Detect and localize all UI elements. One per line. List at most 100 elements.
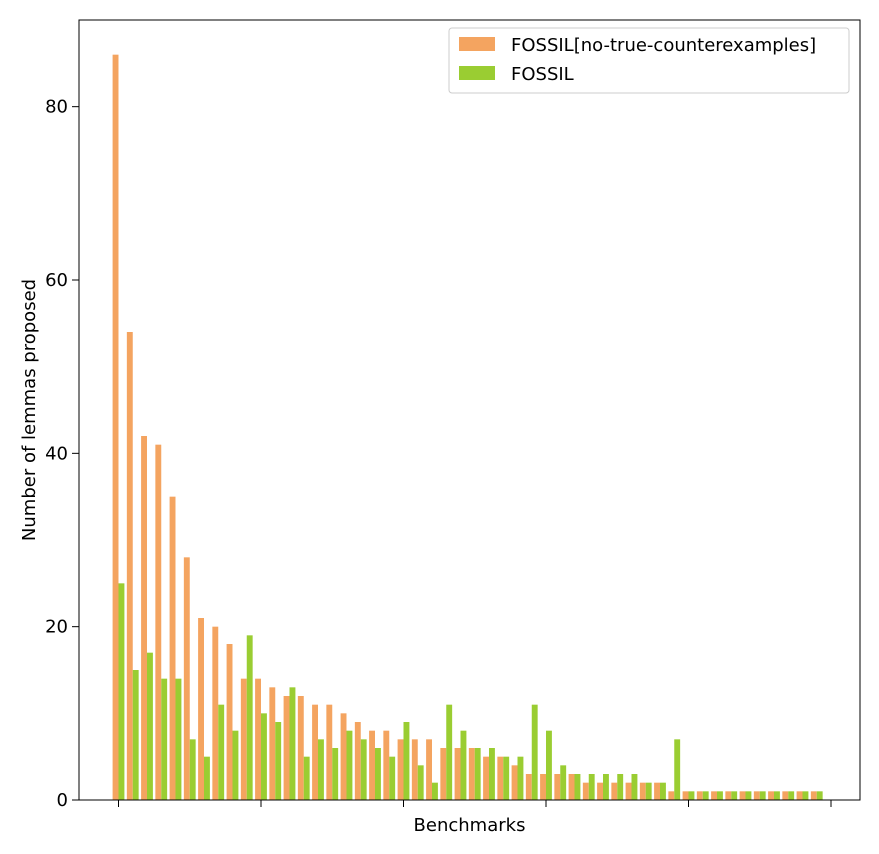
bar-series0-47: [782, 791, 789, 800]
bar-series0-34: [597, 782, 603, 800]
bar-series0-35: [611, 782, 618, 800]
bar-series0-13: [297, 696, 304, 800]
x-axis-ticks: [118, 800, 832, 807]
bar-series0-48: [796, 791, 803, 800]
bar-series0-25: [468, 748, 475, 800]
bar-series1-11: [275, 722, 282, 800]
bar-series0-10: [255, 678, 261, 800]
bar-series1-36: [631, 774, 638, 800]
bar-series0-15: [326, 704, 333, 800]
bar-series1-23: [446, 704, 453, 800]
bar-series0-31: [554, 774, 561, 800]
legend-swatch-fossil: [459, 66, 495, 80]
bar-series0-41: [696, 791, 703, 800]
bar-series0-11: [269, 687, 276, 800]
legend-box: [448, 27, 850, 94]
y-axis-ticks: 0 20 40 60 80: [45, 97, 79, 811]
bar-series0-1: [126, 332, 133, 800]
bar-series1-17: [360, 739, 367, 800]
bar-series0-20: [397, 739, 404, 800]
bar-series0-17: [354, 722, 361, 800]
bar-series1-2: [147, 652, 153, 800]
bar-series1-38: [660, 782, 666, 800]
bar-series1-44: [745, 791, 752, 800]
bar-series0-16: [340, 713, 347, 800]
bar-series1-29: [531, 704, 538, 800]
bar-series1-1: [132, 670, 139, 800]
y-tick-label: 60: [45, 270, 68, 291]
bar-series1-24: [460, 730, 467, 800]
bar-series1-46: [774, 791, 780, 800]
bar-series0-46: [768, 791, 774, 800]
bar-series1-9: [246, 635, 253, 800]
bar-series0-27: [497, 756, 504, 800]
plot-frame: [78, 19, 861, 801]
bar-series0-32: [568, 774, 575, 800]
bar-series0-7: [212, 626, 219, 800]
legend: FOSSIL[no-true-counterexamples] FOSSIL: [448, 27, 850, 94]
bar-series1-10: [261, 713, 267, 800]
bar-series0-6: [198, 618, 204, 800]
bar-series0-45: [753, 791, 760, 800]
bar-series0-28: [511, 765, 518, 800]
bar-series1-12: [289, 687, 296, 800]
bar-series1-35: [617, 774, 624, 800]
bar-series1-33: [588, 774, 595, 800]
y-tick-label: 80: [45, 97, 68, 118]
legend-label-fossil-no-true-counterexamples: FOSSIL[no-true-counterexamples]: [511, 35, 816, 56]
bar-series1-5: [189, 739, 196, 800]
bars-group: [112, 54, 823, 801]
bar-series0-49: [810, 791, 817, 800]
bar-series0-14: [312, 704, 318, 800]
bar-series0-29: [525, 774, 532, 800]
bar-series0-40: [682, 791, 689, 800]
bar-series1-42: [717, 791, 723, 800]
bar-series0-44: [739, 791, 746, 800]
bar-series1-48: [802, 791, 809, 800]
bar-series1-22: [432, 782, 438, 800]
bar-series1-4: [175, 678, 182, 800]
bar-series1-13: [303, 756, 310, 800]
bar-series0-26: [483, 756, 489, 800]
bar-series0-43: [725, 791, 732, 800]
bar-series1-18: [375, 748, 381, 800]
bar-series1-6: [204, 756, 210, 800]
bar-series0-19: [383, 730, 390, 800]
bar-series0-42: [711, 791, 717, 800]
bar-series0-39: [668, 791, 675, 800]
bar-series0-5: [183, 557, 190, 800]
bar-series1-49: [816, 791, 823, 800]
bar-series0-30: [540, 774, 546, 800]
bar-series1-20: [403, 722, 410, 800]
bar-series1-41: [702, 791, 709, 800]
legend-swatch-fossil-no-true-counterexamples: [459, 37, 495, 51]
bar-series1-40: [688, 791, 695, 800]
bar-series0-4: [169, 496, 176, 800]
y-tick-label: 20: [45, 617, 68, 638]
bar-series1-14: [318, 739, 324, 800]
bar-series1-27: [503, 756, 510, 800]
bar-series0-0: [112, 54, 119, 801]
legend-label-fossil: FOSSIL: [511, 64, 574, 85]
bar-series1-30: [546, 730, 552, 800]
bar-series1-19: [389, 756, 396, 800]
bar-series0-36: [625, 782, 632, 800]
bar-series0-37: [639, 782, 646, 800]
bar-series1-0: [118, 583, 125, 800]
bar-series1-8: [232, 730, 239, 800]
bar-series1-3: [161, 678, 168, 800]
bar-series0-21: [411, 739, 418, 800]
bar-series1-25: [474, 748, 481, 800]
bar-series1-32: [574, 774, 581, 800]
bar-series0-3: [155, 444, 162, 800]
bar-series0-22: [426, 739, 432, 800]
bar-series1-43: [731, 791, 738, 800]
bar-series1-39: [674, 739, 681, 800]
bar-series0-23: [440, 748, 447, 800]
bar-series1-15: [332, 748, 339, 800]
bar-series0-2: [141, 436, 147, 800]
bar-series1-37: [645, 782, 652, 800]
y-tick-label: 40: [45, 443, 68, 464]
bar-series0-38: [654, 782, 660, 800]
